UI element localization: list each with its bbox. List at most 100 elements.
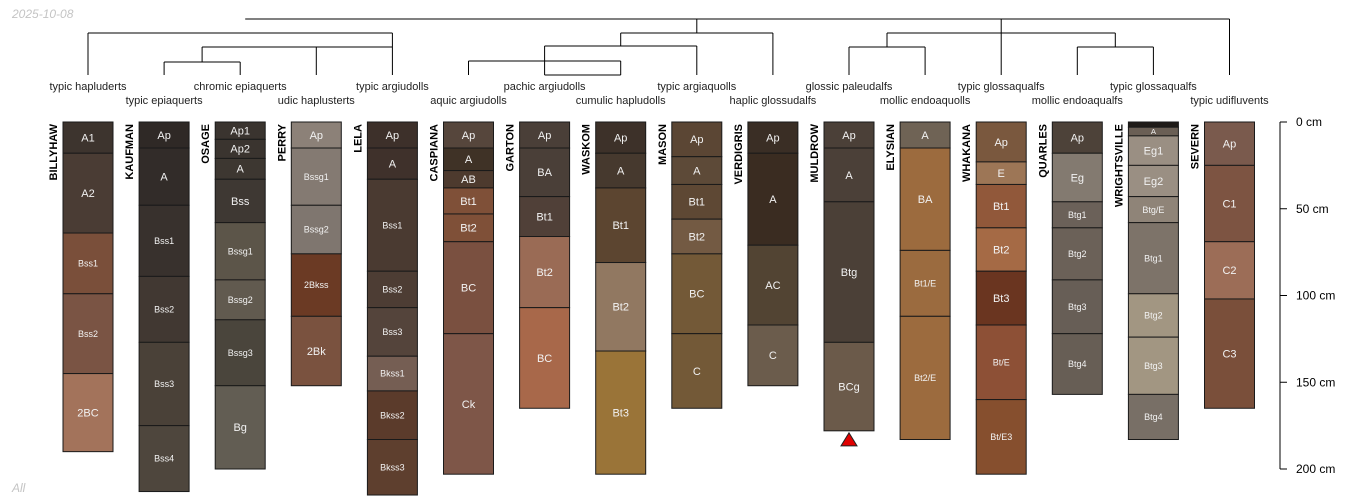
horizon-block	[975, 227, 1027, 272]
horizon-block	[62, 293, 114, 375]
horizon-label: Btg3	[1068, 302, 1087, 312]
profile-name: KAUFMAN	[124, 124, 136, 180]
horizon-block	[290, 253, 342, 317]
profile-name: LELA	[352, 124, 364, 153]
horizon-block	[671, 156, 723, 185]
profile-mason: Ap A Bt1 Bt2 BC C MASON	[657, 121, 723, 409]
profile-name: QUARLES	[1037, 124, 1049, 178]
profile-kaufman: Ap A Bss1 Bss2 Bss3 Bss4 KAUFMAN	[124, 121, 190, 493]
horizon-label: Btg/E	[1142, 205, 1164, 215]
profile-name: PERRY	[276, 123, 288, 161]
profile-name: MASON	[657, 124, 669, 165]
profile-caspiana: Ap A AB Bt1 Bt2 BC Ck CASPIANA	[429, 121, 494, 475]
horizon-block	[1127, 196, 1179, 224]
horizon-label: Ap	[766, 132, 779, 144]
horizon-block	[443, 121, 494, 149]
horizon-block	[214, 279, 266, 321]
profile-name: WASKOM	[581, 124, 593, 175]
profile-name: GARTON	[505, 124, 517, 172]
horizon-block	[823, 147, 875, 203]
profile-garton: Ap BA Bt1 Bt2 BC GARTON	[505, 121, 571, 409]
taxon-label: typic argiaquolls	[657, 81, 736, 93]
horizon-label: C1	[1222, 198, 1236, 210]
horizon-label: Eg	[1071, 172, 1084, 184]
horizon-label: Bg	[233, 422, 246, 434]
horizon-block	[1127, 222, 1179, 295]
horizon-label: C	[693, 366, 701, 378]
taxon-label: pachic argiudolls	[504, 81, 586, 93]
horizon-label: Bt3	[612, 407, 629, 419]
horizon-label: BC	[689, 289, 704, 301]
profile-name: WHAKANA	[961, 124, 973, 182]
horizon-label: Bt1	[689, 197, 706, 209]
horizon-label: Btg3	[1144, 361, 1163, 371]
depth-axis-tick-label: 100 cm	[1296, 289, 1335, 303]
horizon-block	[1127, 336, 1179, 395]
depth-axis-tick-label: 200 cm	[1296, 462, 1335, 476]
horizon-label: Ap1	[230, 126, 250, 138]
horizon-block	[138, 425, 190, 493]
horizon-label: Bt2	[460, 223, 477, 235]
horizon-label: Bss2	[382, 285, 402, 295]
horizon-label: Ap	[994, 137, 1007, 149]
horizon-block	[138, 204, 190, 277]
horizon-block	[1204, 164, 1255, 243]
horizon-label: Bss2	[78, 329, 98, 339]
footer-label: All	[12, 481, 26, 495]
horizon-block	[975, 324, 1027, 401]
profile-whakana: Ap E Bt1 Bt2 Bt3 Bt/E Bt/E3 WHAKANA	[961, 121, 1027, 475]
horizon-label: Bss	[231, 196, 250, 208]
horizon-block	[1127, 164, 1179, 198]
horizon-label: Bt2	[536, 267, 553, 279]
horizon-block	[519, 121, 571, 149]
horizon-label: A	[921, 130, 929, 142]
taxon-label: typic hapluderts	[49, 81, 127, 93]
taxon-label: haplic glossudalfs	[729, 95, 816, 107]
profile-name: WRIGHTSVILLE	[1113, 124, 1125, 207]
taxon-label: udic haplusterts	[278, 95, 356, 107]
horizon-block	[366, 390, 418, 441]
horizon-label: Bss1	[78, 259, 98, 269]
horizon-label: Btg1	[1068, 210, 1087, 220]
horizon-label: Bssg2	[228, 295, 253, 305]
horizon-label: AB	[461, 174, 476, 186]
horizon-label: 2Bk	[307, 346, 326, 358]
horizon-label: Bss4	[154, 454, 174, 464]
horizon-block	[519, 196, 571, 238]
taxon-label: typic udifluvents	[1190, 95, 1269, 107]
horizon-label: Btg4	[1068, 359, 1087, 369]
horizon-label: A	[845, 170, 853, 182]
horizon-label: Bt1	[460, 196, 477, 208]
horizon-label: Btg	[841, 267, 858, 279]
profile-waskom: Ap A Bt1 Bt2 Bt3 WASKOM	[581, 121, 647, 475]
horizon-label: Bssg3	[228, 348, 253, 358]
horizon-label: Bt1/E	[914, 279, 936, 289]
horizon-label: A1	[81, 132, 94, 144]
taxon-label: typic argiudolls	[356, 81, 429, 93]
profile-quarles: Ap Eg Btg1 Btg2 Btg3 Btg4 QUARLES	[1037, 121, 1103, 395]
horizon-label: Bt1	[993, 201, 1010, 213]
horizon-label: Eg1	[1144, 145, 1164, 157]
horizon-block	[62, 373, 114, 453]
horizon-label: Ap	[1071, 132, 1084, 144]
horizon-label: Bt1	[612, 220, 629, 232]
horizon-block	[671, 218, 723, 255]
horizon-label: Bt3	[993, 293, 1010, 305]
profile-verdigris: Ap A AC C VERDIGRIS	[733, 121, 799, 387]
horizon-label: Ap	[842, 130, 855, 142]
horizon-label: A	[693, 165, 701, 177]
horizon-block	[366, 178, 418, 272]
horizon-label: A	[160, 172, 168, 184]
horizon-label: Ck	[462, 399, 476, 411]
horizon-label: Ap	[614, 132, 627, 144]
horizon-label: Bkss1	[380, 369, 405, 379]
horizon-label: A	[769, 194, 777, 206]
horizon-label: Ap	[462, 130, 475, 142]
horizon-block	[366, 439, 418, 496]
depth-axis-tick-label: 150 cm	[1296, 375, 1335, 389]
profile-muldrow: Ap A Btg BCg MULDROW	[809, 121, 875, 432]
profile-perry: Ap Bssg1 Bssg2 2Bkss 2Bk PERRY	[276, 121, 342, 387]
horizon-block	[1051, 279, 1103, 335]
horizon-block	[747, 324, 799, 387]
taxon-label: mollic endoaquolls	[880, 95, 971, 107]
